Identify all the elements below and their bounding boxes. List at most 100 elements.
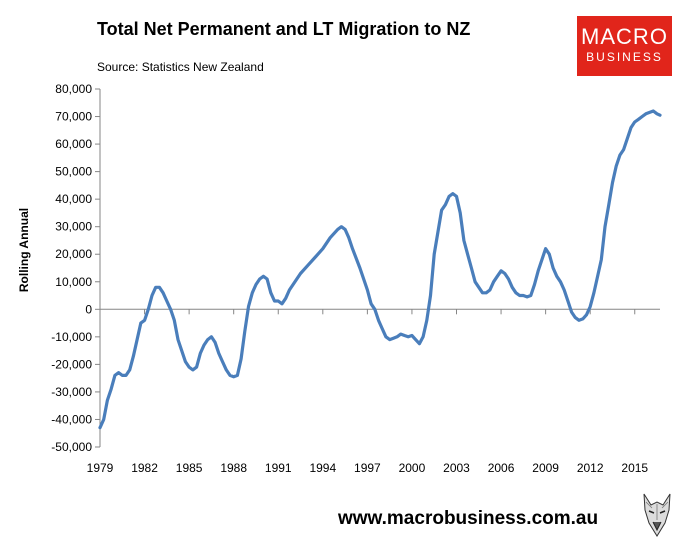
data-point [600,258,603,261]
y-tick-label: -50,000 [51,440,92,454]
data-point [322,247,324,250]
data-point [466,253,469,255]
data-point [641,115,643,118]
data-point [143,319,146,322]
data-point [169,308,172,311]
data-point [630,126,632,129]
data-point [604,225,606,228]
data-point [277,300,280,302]
data-point [292,283,294,286]
data-point [102,418,105,421]
logo-line-2: BUSINESS [586,50,663,64]
data-point [440,209,443,211]
data-point [359,267,361,269]
data-point [511,286,513,289]
data-point [518,294,521,297]
website-url[interactable]: www.macrobusiness.com.au [338,508,599,529]
data-point [585,314,588,316]
x-tick-label: 1985 [176,461,203,475]
y-tick-label: -10,000 [51,330,92,344]
data-point [596,275,599,278]
data-point [437,231,439,233]
data-point [489,289,491,291]
data-point [589,305,591,308]
y-tick-label: 30,000 [55,220,92,234]
y-tick-label: 80,000 [55,82,92,96]
data-point [619,154,621,156]
data-point [329,236,332,239]
data-point [478,286,480,289]
data-point [258,278,261,280]
data-point [392,337,395,340]
data-point [433,253,436,255]
x-tick-label: 1982 [131,461,158,475]
data-point [270,292,272,294]
data-point [615,165,617,167]
data-point [314,256,317,258]
data-point [374,308,376,311]
data-point [559,281,562,283]
data-point [485,292,488,294]
data-point [530,294,532,297]
data-point [203,344,205,346]
data-point [214,341,216,344]
data-point [221,360,224,363]
data-point [403,334,406,337]
data-point [173,319,176,322]
data-point [188,366,190,368]
data-point [544,247,547,250]
data-point [236,374,239,377]
data-point [659,114,661,116]
data-point [652,110,655,112]
data-point [496,275,499,278]
x-tick-label: 2003 [443,461,470,475]
data-point [195,366,198,368]
y-tick-label: -20,000 [51,357,92,371]
data-point [537,270,539,272]
x-tick-label: 1979 [87,461,114,475]
data-point [218,352,220,355]
macrobusiness-logo[interactable]: MACRO BUSINESS [577,16,672,76]
data-point [377,319,380,322]
data-point [232,376,235,378]
data-point [162,292,164,294]
data-point [251,292,254,294]
data-point [552,267,554,269]
y-tick-label: 20,000 [55,247,92,261]
data-point [556,275,558,278]
data-point [370,303,372,305]
data-point [608,203,610,206]
data-point [348,236,350,239]
data-point [106,399,109,402]
data-point [140,322,142,324]
data-point [474,281,476,283]
data-point [166,300,168,302]
data-point [229,374,231,377]
x-tick-labels: 1979 1982 1985 1988 1991 1994 1997 2000 2003 2006… [87,309,648,475]
data-point [448,195,450,198]
data-point [184,360,187,363]
data-point [429,294,432,297]
data-point [288,289,291,291]
data-point [407,336,410,338]
y-tick-label: -30,000 [51,385,92,399]
x-tick-label: 2015 [621,461,648,475]
data-point [648,111,651,114]
data-point [570,311,573,313]
data-point [426,319,428,322]
data-point [247,305,250,308]
data-point [284,297,287,300]
data-point [633,121,636,123]
data-point [463,239,465,242]
data-point [526,296,528,298]
x-tick-label: 1994 [309,461,336,475]
data-point [504,272,506,275]
data-point [492,281,495,283]
data-point [567,300,569,302]
data-point [99,426,101,429]
x-tick-label: 1991 [265,461,292,475]
chart-axes [99,89,660,447]
data-point [578,319,580,322]
data-point [206,338,209,341]
